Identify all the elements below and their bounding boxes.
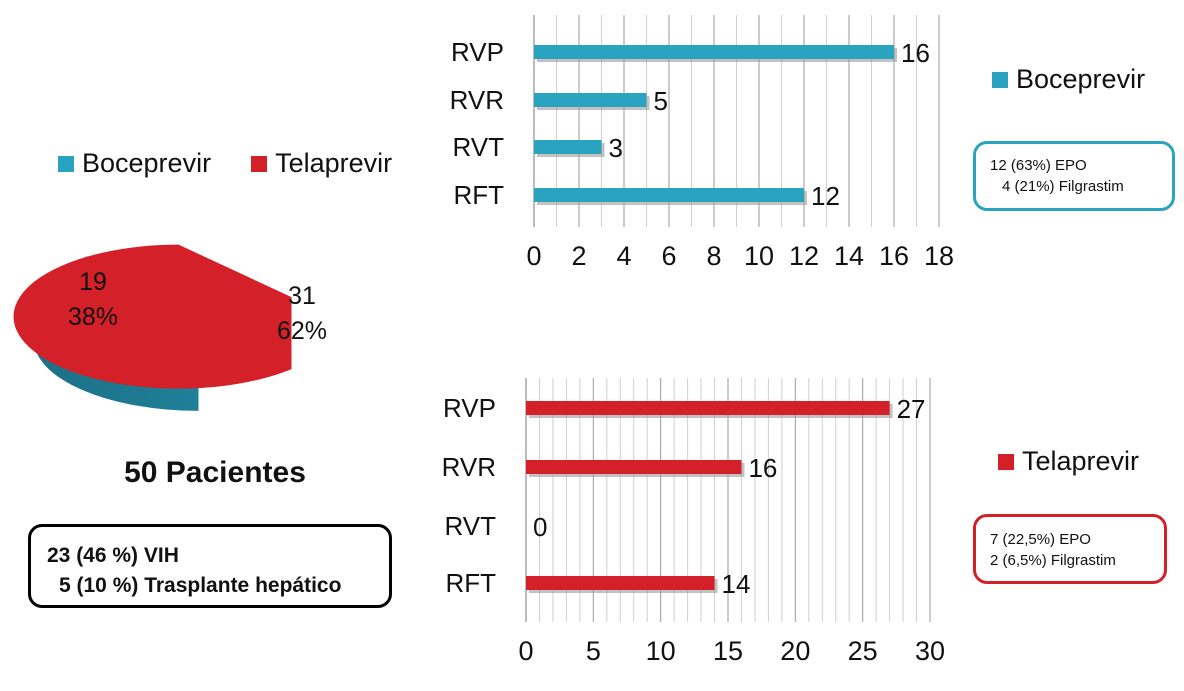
pie-label-telaprevir: 62% (277, 317, 327, 345)
telaprevir-note-epo: 7 (22,5%) EPO (990, 531, 1091, 548)
pie-chart: 19 38% 31 62% (13, 244, 327, 411)
boceprevir-legend-swatch (992, 71, 1008, 88)
boceprevir-chart-bar (534, 93, 647, 107)
telaprevir-chart-bar (526, 460, 742, 474)
pie-label-telaprevir: 31 (288, 282, 316, 310)
boceprevir-chart-x-tick-label: 12 (789, 241, 819, 271)
telaprevir-chart-category-label: RFT (445, 568, 496, 598)
boceprevir-chart-x-tick-label: 14 (834, 241, 864, 271)
telaprevir-chart-x-tick-label: 15 (713, 636, 743, 666)
patients-notes-box: 23 (46 %) VIH 5 (10 %) Trasplante hepáti… (28, 524, 392, 608)
pie-legend: Boceprevir Telaprevir (58, 148, 392, 179)
telaprevir-chart-x-tick-label: 30 (915, 636, 945, 666)
telaprevir-chart-data-label: 16 (748, 453, 777, 483)
telaprevir-chart-bar (526, 401, 890, 415)
boceprevir-bar-chart: 0 2 4 6 8 10 12 14 16 18 RVP 16 RVR 5 RVT 3 RFT 12 (450, 15, 954, 271)
boceprevir-note-epo: 12 (63%) EPO (990, 157, 1087, 174)
telaprevir-legend-swatch (998, 453, 1014, 470)
pie-legend-swatch-telaprevir (251, 155, 268, 172)
boceprevir-chart-category-label: RVT (452, 132, 504, 162)
boceprevir-chart-category-label: RVP (451, 37, 504, 67)
patients-total-label: 50 Pacientes (124, 456, 306, 489)
telaprevir-bar-chart: 0 5 10 15 20 25 30 RVP 27 RVR 16 RVT 0 RFT 14 (442, 378, 945, 666)
pie-legend-swatch-boceprevir (58, 155, 74, 172)
boceprevir-chart-x-tick-label: 4 (616, 241, 631, 271)
pie-slice-telaprevir (13, 244, 292, 389)
telaprevir-chart-data-label: 0 (533, 512, 547, 542)
telaprevir-chart-category-label: RVR (442, 452, 496, 482)
boceprevir-chart-x-tick-label: 18 (924, 241, 954, 271)
boceprevir-notes-box: 12 (63%) EPO 4 (21%) Filgrastim (973, 141, 1175, 211)
boceprevir-chart-x-tick-label: 10 (744, 241, 774, 271)
pie-legend-label-boceprevir: Boceprevir (82, 148, 212, 178)
boceprevir-chart-data-label: 12 (811, 181, 840, 211)
boceprevir-chart-data-label: 5 (654, 86, 668, 116)
telaprevir-legend: Telaprevir (998, 446, 1139, 477)
pie-label-boceprevir: 38% (68, 303, 118, 331)
telaprevir-chart-data-label: 14 (722, 569, 751, 599)
telaprevir-chart-x-tick-label: 10 (646, 636, 676, 666)
boceprevir-legend: Boceprevir (992, 64, 1145, 95)
telaprevir-note-filgrastim: 2 (6,5%) Filgrastim (990, 552, 1116, 569)
telaprevir-chart-bar (526, 576, 715, 590)
boceprevir-chart-x-tick-label: 6 (661, 241, 676, 271)
telaprevir-notes-box: 7 (22,5%) EPO 2 (6,5%) Filgrastim (973, 514, 1167, 584)
telaprevir-chart-x-tick-label: 20 (780, 636, 810, 666)
telaprevir-chart-x-tick-label: 25 (848, 636, 878, 666)
telaprevir-legend-label: Telaprevir (1022, 446, 1140, 476)
telaprevir-chart-category-label: RVP (443, 393, 496, 423)
boceprevir-chart-data-label: 3 (609, 133, 623, 163)
boceprevir-chart-bar (534, 140, 602, 154)
telaprevir-chart-x-tick-label: 5 (586, 636, 601, 666)
note-vih: 23 (46 %) VIH (47, 544, 179, 567)
boceprevir-legend-label: Boceprevir (1016, 64, 1146, 94)
boceprevir-chart-category-label: RVR (450, 85, 504, 115)
boceprevir-chart-x-tick-label: 2 (571, 241, 586, 271)
telaprevir-chart-x-tick-label: 0 (518, 636, 533, 666)
boceprevir-chart-bar (534, 188, 804, 202)
boceprevir-note-filgrastim: 4 (21%) Filgrastim (1002, 178, 1124, 195)
boceprevir-chart-x-tick-label: 0 (526, 241, 541, 271)
boceprevir-chart-x-tick-label: 8 (706, 241, 721, 271)
boceprevir-chart-x-tick-label: 16 (879, 241, 909, 271)
boceprevir-chart-category-label: RFT (453, 180, 504, 210)
boceprevir-chart-data-label: 16 (901, 38, 930, 68)
telaprevir-chart-data-label: 27 (897, 394, 926, 424)
pie-label-boceprevir: 19 (79, 268, 107, 296)
boceprevir-chart-bar (534, 45, 894, 59)
note-trasplante: 5 (10 %) Trasplante hepático (59, 574, 342, 597)
telaprevir-chart-category-label: RVT (444, 511, 496, 541)
pie-legend-label-telaprevir: Telaprevir (275, 148, 393, 178)
